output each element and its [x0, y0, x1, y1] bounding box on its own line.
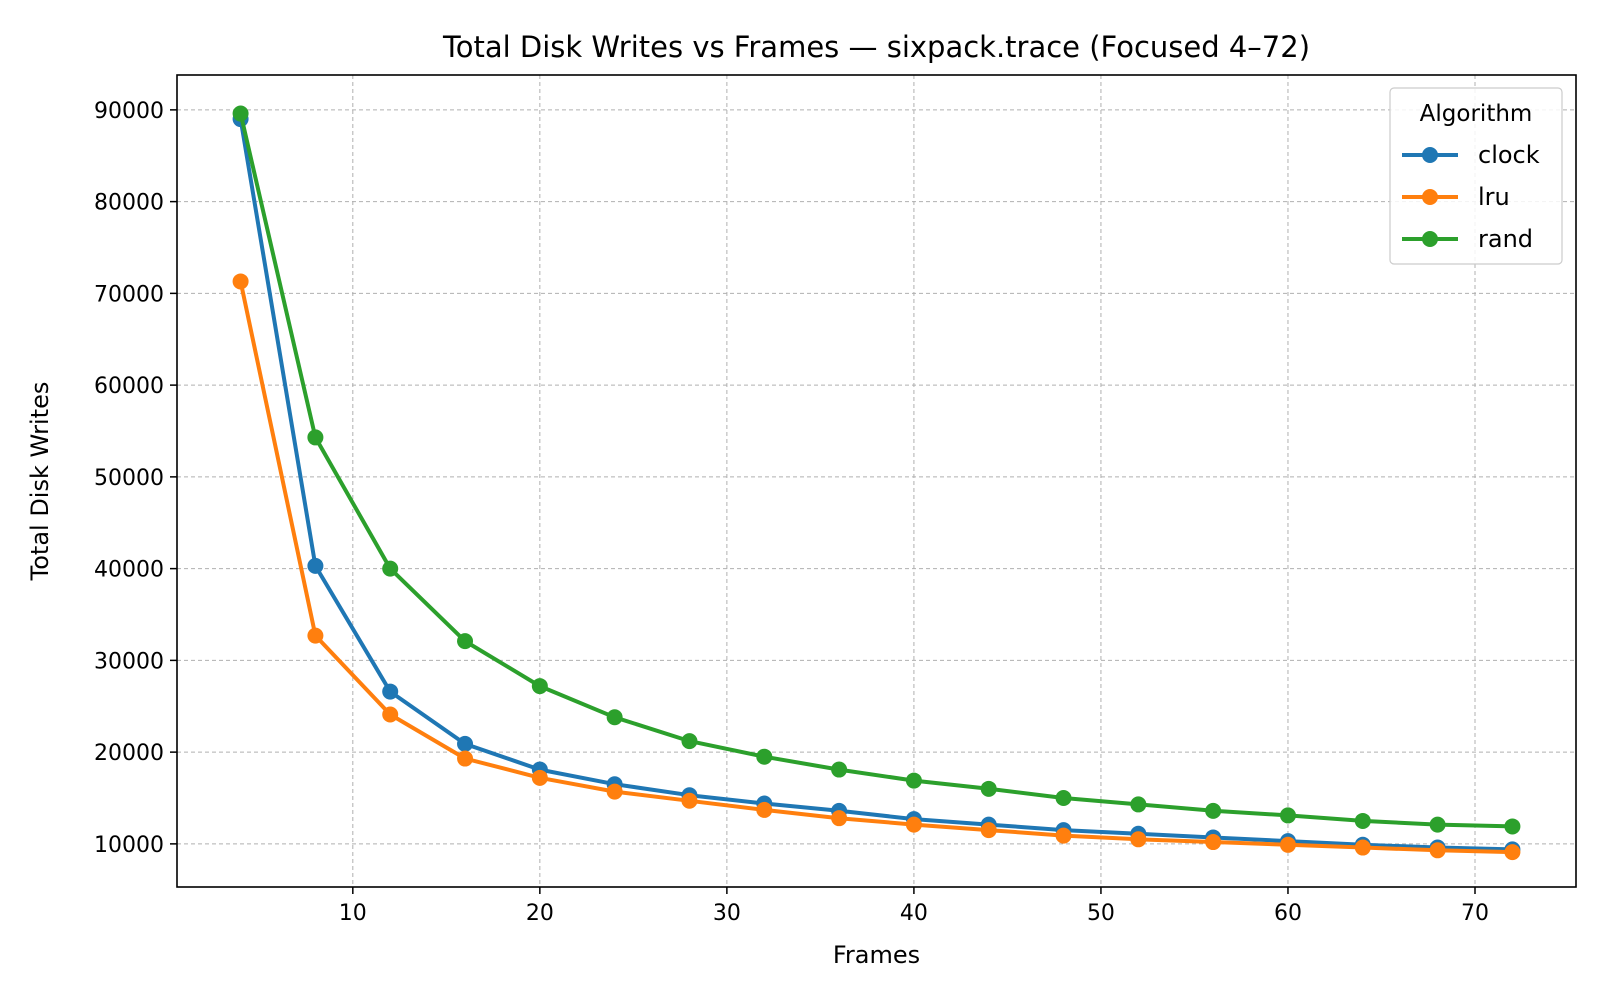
legend-item-rand: rand	[1402, 225, 1533, 253]
x-tick-label: 10	[339, 901, 367, 926]
x-axis-ticks: 10 20 30 40 50 60 70	[339, 887, 1489, 926]
y-tick-label: 50000	[94, 466, 164, 491]
legend-marker-clock	[1422, 147, 1438, 163]
data-point-clock	[457, 735, 474, 752]
data-point-lru	[1354, 839, 1371, 856]
data-point-rand	[1205, 802, 1222, 819]
chart-title: Total Disk Writes vs Frames — sixpack.tr…	[442, 30, 1310, 64]
y-tick-label: 90000	[94, 99, 164, 124]
legend-items: clock lru rand	[1402, 141, 1540, 253]
data-point-lru	[1205, 834, 1222, 851]
legend-title: Algorithm	[1420, 101, 1533, 127]
x-tick-label: 70	[1461, 901, 1489, 926]
data-point-rand	[606, 709, 623, 726]
series-line-lru	[238, 280, 1513, 855]
data-point-lru	[681, 792, 698, 809]
data-point-lru	[1055, 827, 1072, 844]
data-point-lru	[531, 769, 548, 786]
x-tick-label: 20	[526, 901, 554, 926]
data-point-rand	[980, 780, 997, 797]
y-tick-label: 80000	[94, 191, 164, 216]
data-point-rand	[232, 105, 249, 122]
y-axis-label: Total Disk Writes	[26, 382, 54, 582]
series-line-clock	[238, 118, 1513, 852]
y-axis-ticks: 10000 20000 30000 40000 50000 60000 70000 80000…	[94, 99, 177, 858]
y-tick-label: 70000	[94, 282, 164, 307]
plot-area-frame	[176, 74, 1577, 888]
y-tick-label: 10000	[94, 833, 164, 858]
data-point-lru	[1130, 831, 1147, 848]
data-point-rand	[831, 761, 848, 778]
data-point-rand	[681, 733, 698, 750]
data-point-lru	[457, 750, 474, 767]
data-point-rand	[1279, 807, 1296, 824]
legend-label-clock: clock	[1478, 141, 1540, 169]
data-point-rand	[531, 678, 548, 695]
data-point-lru	[756, 801, 773, 818]
data-point-rand	[1055, 790, 1072, 807]
series-line-rand	[238, 113, 1513, 829]
data-point-rand	[756, 748, 773, 765]
data-point-lru	[232, 273, 249, 290]
data-point-lru	[307, 627, 324, 644]
x-tick-label: 30	[713, 901, 741, 926]
data-point-rand	[1354, 812, 1371, 829]
data-point-rand	[905, 772, 922, 789]
data-point-rand	[307, 429, 324, 446]
data-point-lru	[905, 816, 922, 833]
data-point-lru	[382, 706, 399, 723]
series-lru	[232, 273, 1521, 861]
series-clock	[232, 111, 1521, 858]
legend-item-clock: clock	[1402, 141, 1540, 169]
legend-label-rand: rand	[1478, 225, 1533, 253]
data-point-rand	[1130, 796, 1147, 813]
y-tick-label: 60000	[94, 374, 164, 399]
legend: Algorithm clock lru rand	[1389, 87, 1563, 265]
grid	[177, 75, 1576, 887]
data-point-rand	[382, 560, 399, 577]
y-tick-label: 40000	[94, 558, 164, 583]
x-axis-label: Frames	[833, 941, 920, 969]
data-point-lru	[1504, 844, 1521, 861]
data-point-lru	[980, 822, 997, 839]
data-point-lru	[606, 783, 623, 800]
data-point-lru	[831, 810, 848, 827]
series-layer	[232, 105, 1521, 861]
legend-label-lru: lru	[1478, 183, 1510, 211]
data-point-rand	[1429, 816, 1446, 833]
legend-marker-lru	[1422, 189, 1438, 205]
data-point-rand	[1504, 818, 1521, 835]
x-tick-label: 40	[900, 901, 928, 926]
data-point-rand	[457, 633, 474, 650]
y-tick-label: 30000	[94, 649, 164, 674]
x-tick-label: 60	[1274, 901, 1302, 926]
data-point-lru	[1279, 836, 1296, 853]
y-tick-label: 20000	[94, 741, 164, 766]
data-point-clock	[382, 683, 399, 700]
legend-box	[1389, 87, 1563, 265]
legend-item-lru: lru	[1402, 183, 1510, 211]
x-tick-label: 50	[1087, 901, 1115, 926]
data-point-lru	[1429, 842, 1446, 859]
legend-marker-rand	[1422, 231, 1438, 247]
series-rand	[232, 105, 1521, 835]
data-point-clock	[307, 557, 324, 574]
